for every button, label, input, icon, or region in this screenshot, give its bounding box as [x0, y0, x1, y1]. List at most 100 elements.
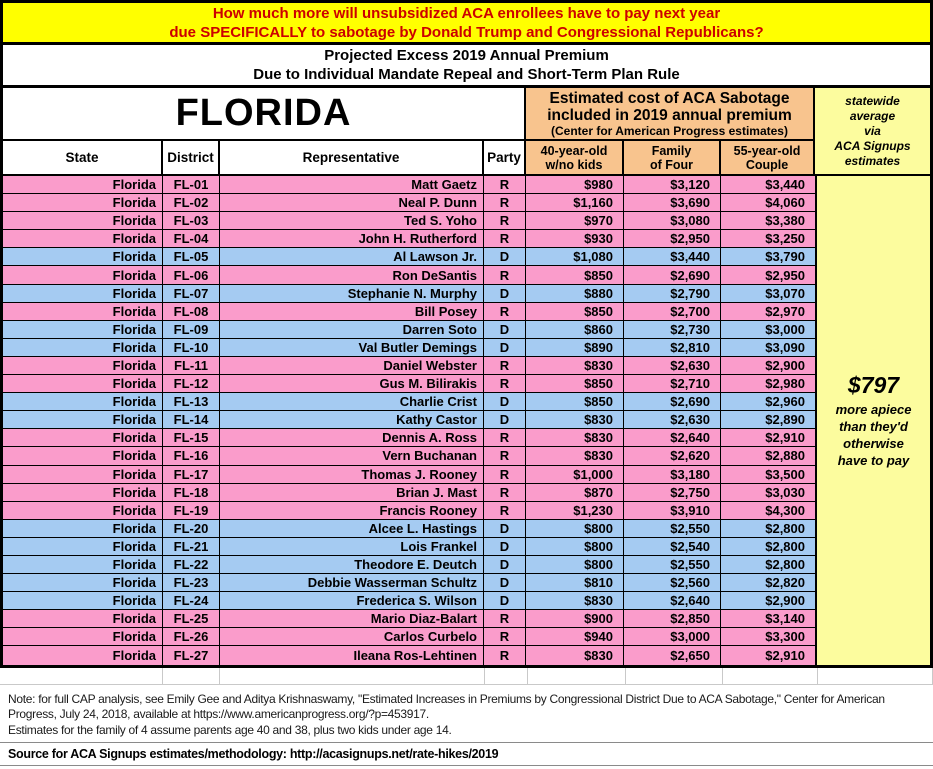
- cell-district: FL-10: [163, 338, 220, 356]
- cell-party: D: [484, 393, 526, 411]
- cell-state: Florida: [3, 393, 163, 411]
- table-row: Florida FL-03 Ted S. Yoho R $970 $3,080 $3,380: [3, 212, 815, 231]
- cell-representative: Val Butler Demings: [220, 338, 484, 356]
- cell-state: Florida: [3, 302, 163, 320]
- cell-district: FL-11: [163, 356, 220, 375]
- cell-premium-55yo: $3,300: [765, 629, 805, 645]
- cell-district: FL-18: [163, 483, 220, 501]
- cell-premium-40yo: $850: [526, 266, 624, 284]
- cell-district: FL-22: [163, 555, 220, 574]
- cell-representative: Dennis A. Ross: [220, 429, 484, 447]
- table-row: Florida FL-09 Darren Soto D $860 $2,730 $3,000: [3, 320, 815, 339]
- cell-premium-family: $2,630: [624, 356, 721, 375]
- cell-party: R: [484, 483, 526, 501]
- table-row: Florida FL-12 Gus M. Bilirakis R $850 $2,710 $…: [3, 375, 815, 394]
- cell-premium-family: $2,690: [624, 266, 721, 284]
- cell-premium-40yo: $830: [526, 447, 624, 465]
- cell-representative: John H. Rutherford: [220, 230, 484, 248]
- cell-premium-family: $2,850: [624, 610, 721, 628]
- cell-district: FL-03: [163, 212, 220, 230]
- cell-premium-40yo: $1,080: [526, 248, 624, 266]
- cell-party: R: [484, 501, 526, 519]
- table-row: Florida FL-25 Mario Diaz-Balart R $900 $2,850…: [3, 610, 815, 629]
- cell-representative: Neal P. Dunn: [220, 194, 484, 212]
- cell-representative: Ron DeSantis: [220, 266, 484, 284]
- cell-representative: Brian J. Mast: [220, 483, 484, 501]
- cell-party: D: [484, 537, 526, 555]
- table-row: Florida FL-10 Val Butler Demings D $890 $2,81…: [3, 338, 815, 357]
- cap-header-line-3: (Center for American Progress estimates): [551, 123, 788, 138]
- cap-header-line-2: included in 2019 annual premium: [547, 106, 792, 124]
- cell-premium-55yo: $2,890: [765, 412, 805, 428]
- cell-district: FL-23: [163, 574, 220, 592]
- table-row: Florida FL-18 Brian J. Mast R $870 $2,750 $3,0…: [3, 483, 815, 502]
- cell-party: R: [484, 610, 526, 628]
- cell-premium-40yo: $830: [526, 429, 624, 447]
- cell-premium-40yo: $810: [526, 574, 624, 592]
- cell-representative: Francis Rooney: [220, 501, 484, 519]
- source-attribution: Source for ACA Signups estimates/methodo…: [0, 742, 933, 767]
- cell-party: D: [484, 411, 526, 429]
- cell-premium-family: $2,950: [624, 230, 721, 248]
- cell-premium-55yo: $3,070: [765, 285, 805, 301]
- cell-party: R: [484, 266, 526, 284]
- cell-district: FL-26: [163, 628, 220, 646]
- column-header-40yo: 40-year-old w/no kids: [526, 141, 624, 174]
- cell-premium-40yo: $830: [526, 356, 624, 375]
- cell-premium-family: $2,650: [624, 646, 721, 665]
- cell-premium-family: $2,710: [624, 375, 721, 393]
- cell-representative: Mario Diaz-Balart: [220, 610, 484, 628]
- headline-banner: How much more will unsubsidized ACA enro…: [3, 3, 930, 45]
- column-header-state: State: [3, 141, 163, 174]
- cell-premium-55yo: $3,500: [765, 466, 805, 482]
- cell-premium-55yo: $2,910: [765, 430, 805, 446]
- cell-representative: Alcee L. Hastings: [220, 519, 484, 537]
- cell-district: FL-08: [163, 302, 220, 320]
- table-row: Florida FL-26 Carlos Curbelo R $940 $3,000 $3,…: [3, 628, 815, 647]
- cell-premium-family: $2,700: [624, 302, 721, 320]
- cell-premium-55yo: $3,380: [765, 213, 805, 229]
- column-header-district: District: [163, 141, 220, 174]
- cell-representative: Debbie Wasserman Schultz: [220, 574, 484, 592]
- column-header-55yo: 55-year-old Couple: [721, 141, 815, 174]
- cell-premium-40yo: $880: [526, 284, 624, 302]
- table-body-rows: Florida FL-01 Matt Gaetz R $980 $3,120 $3,440 F…: [3, 176, 815, 665]
- cell-premium-family: $2,550: [624, 555, 721, 574]
- cell-premium-40yo: $800: [526, 519, 624, 537]
- statewide-average-amount: $797: [847, 371, 900, 398]
- cell-party: D: [484, 248, 526, 266]
- cell-state: Florida: [3, 176, 163, 194]
- cell-representative: Vern Buchanan: [220, 447, 484, 465]
- table-row: Florida FL-27 Ileana Ros-Lehtinen R $830 $2,6…: [3, 646, 815, 665]
- cell-state: Florida: [3, 628, 163, 646]
- cell-state: Florida: [3, 356, 163, 375]
- cell-party: D: [484, 519, 526, 537]
- cell-party: R: [484, 646, 526, 665]
- cell-representative: Frederica S. Wilson: [220, 592, 484, 610]
- table-row: Florida FL-02 Neal P. Dunn R $1,160 $3,690 $4,…: [3, 194, 815, 213]
- cell-state: Florida: [3, 411, 163, 429]
- spreadsheet-empty-row: [0, 667, 933, 685]
- cell-premium-family: $3,080: [624, 212, 721, 230]
- cell-premium-family: $2,640: [624, 429, 721, 447]
- footnote-family-assumption: Estimates for the family of 4 assume par…: [8, 722, 452, 737]
- table-row: Florida FL-07 Stephanie N. Murphy D $880 $2,7…: [3, 284, 815, 303]
- cell-premium-40yo: $970: [526, 212, 624, 230]
- cell-district: FL-04: [163, 230, 220, 248]
- cell-premium-40yo: $830: [526, 646, 624, 665]
- cell-representative: Gus M. Bilirakis: [220, 375, 484, 393]
- cell-premium-40yo: $870: [526, 483, 624, 501]
- cell-premium-family: $2,690: [624, 393, 721, 411]
- table-row: Florida FL-16 Vern Buchanan R $830 $2,620 $2,8…: [3, 447, 815, 466]
- statewide-average-cell: $797 more apiece than they'd otherwise h…: [815, 176, 930, 665]
- cell-district: FL-02: [163, 194, 220, 212]
- cell-state: Florida: [3, 483, 163, 501]
- table-body: Florida FL-01 Matt Gaetz R $980 $3,120 $3,440 F…: [3, 176, 930, 665]
- cell-party: D: [484, 555, 526, 574]
- cell-district: FL-06: [163, 266, 220, 284]
- cell-state: Florida: [3, 266, 163, 284]
- cell-representative: Darren Soto: [220, 320, 484, 338]
- cell-premium-40yo: $830: [526, 411, 624, 429]
- footnotes: Note: for full CAP analysis, see Emily G…: [0, 685, 933, 743]
